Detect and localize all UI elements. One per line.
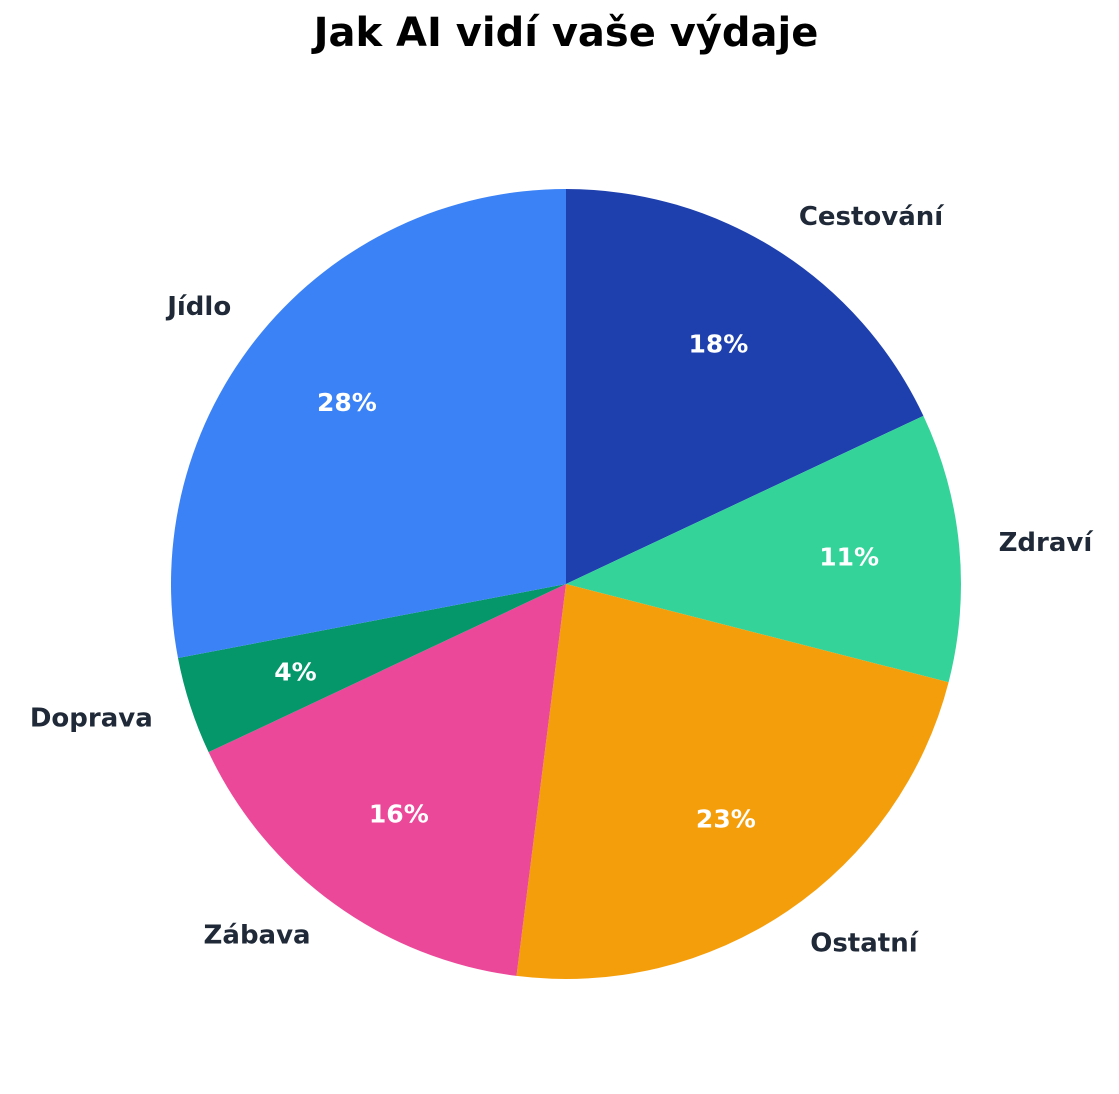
percentage-label: 28% (317, 388, 377, 417)
pie-slice-4 (208, 584, 566, 976)
category-label: Doprava (30, 703, 153, 733)
pie-slice-3 (516, 584, 949, 980)
category-label: Zábava (204, 921, 311, 951)
pie-slice-2 (566, 415, 961, 683)
chart-title: Jak AI vidí vaše výdaje (313, 10, 819, 56)
category-label: Jídlo (165, 292, 231, 322)
category-label: Zdraví (999, 528, 1095, 558)
category-label: Cestování (799, 202, 945, 232)
percentage-label: 4% (274, 657, 316, 686)
percentage-label: 23% (696, 805, 756, 834)
pie-slice-1 (566, 189, 924, 584)
category-label: Ostatní (810, 928, 919, 958)
pie-slices (170, 189, 961, 980)
percentage-label: 11% (819, 543, 879, 572)
percentage-label: 18% (688, 329, 748, 358)
pie-slice-6 (170, 189, 566, 659)
percentage-labels: 18% 11% 23% 16% 4% 28% (274, 329, 879, 833)
percentage-label: 16% (369, 800, 429, 829)
category-labels: Cestování Zdraví Ostatní Zábava Doprava Jídlo (30, 202, 1095, 958)
pie-slice-5 (177, 584, 567, 753)
